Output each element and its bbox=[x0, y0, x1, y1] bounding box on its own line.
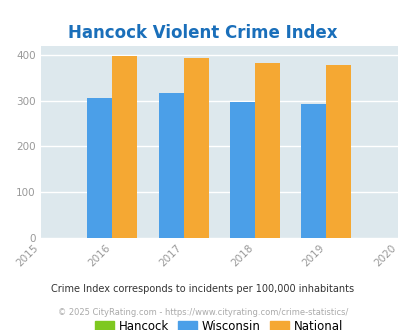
Bar bbox=[112, 56, 137, 238]
Bar bbox=[158, 93, 183, 238]
Text: © 2025 CityRating.com - https://www.cityrating.com/crime-statistics/: © 2025 CityRating.com - https://www.city… bbox=[58, 308, 347, 317]
Bar bbox=[254, 63, 279, 238]
Bar bbox=[183, 58, 208, 238]
Text: Hancock Violent Crime Index: Hancock Violent Crime Index bbox=[68, 24, 337, 42]
Bar bbox=[87, 98, 112, 238]
Bar bbox=[229, 102, 254, 238]
Bar bbox=[326, 65, 351, 238]
Legend: Hancock, Wisconsin, National: Hancock, Wisconsin, National bbox=[92, 316, 346, 330]
Bar bbox=[301, 104, 326, 238]
Text: Crime Index corresponds to incidents per 100,000 inhabitants: Crime Index corresponds to incidents per… bbox=[51, 284, 354, 294]
